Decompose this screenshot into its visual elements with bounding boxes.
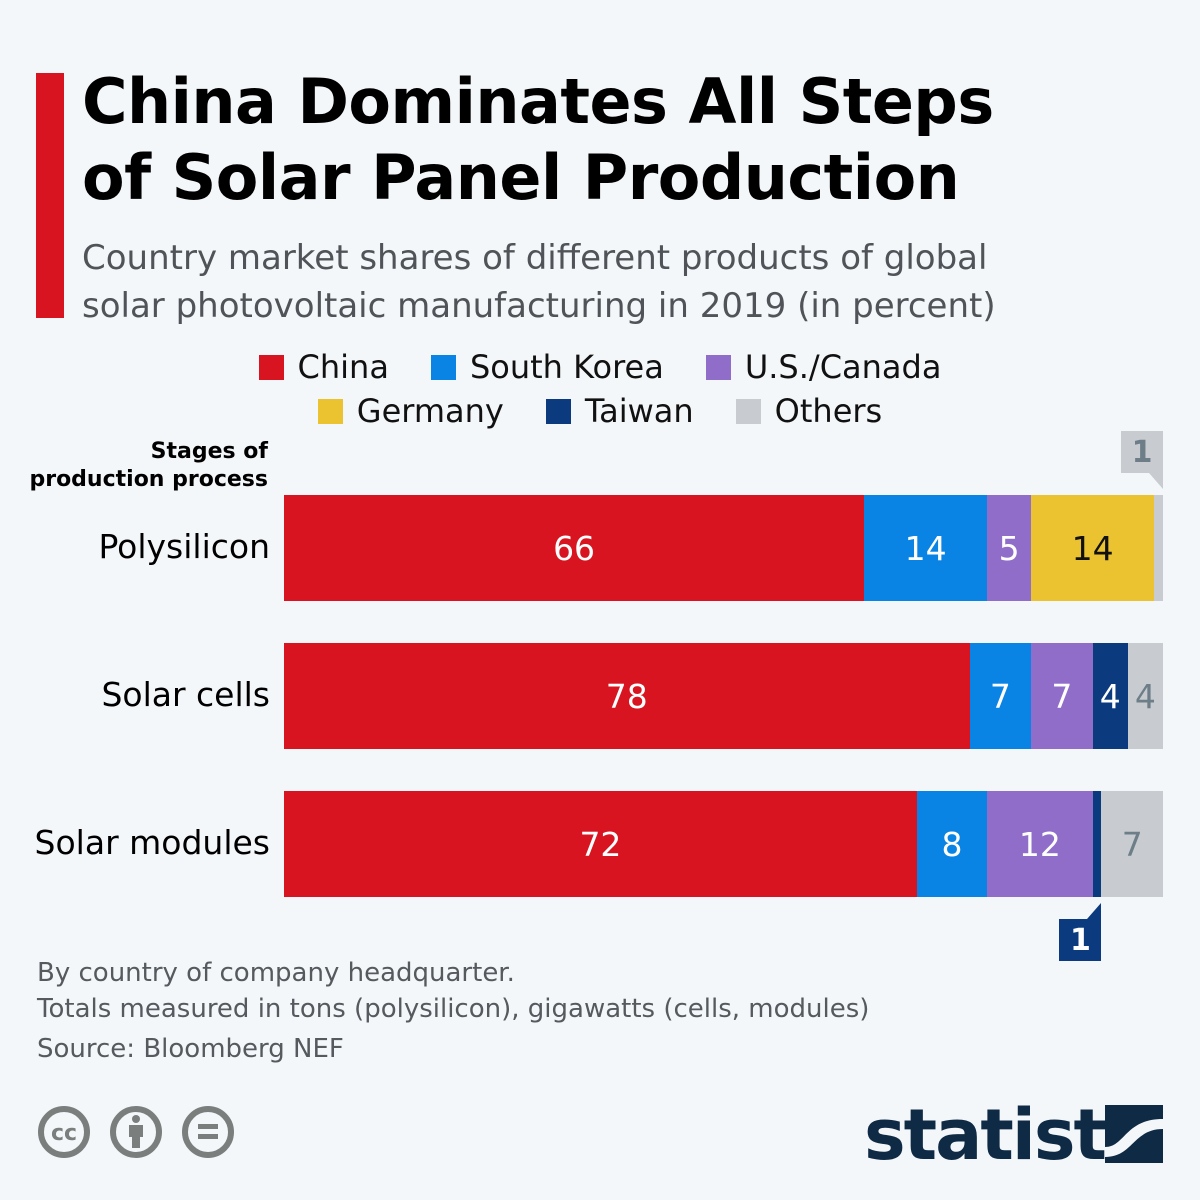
bar-u-s-canada: 12 — [987, 791, 1093, 897]
category-label: Solar cells — [101, 675, 270, 714]
statista-logo[interactable]: statista — [864, 1100, 1152, 1170]
legend-swatch — [735, 398, 761, 424]
legend-item-china: China — [258, 348, 389, 386]
cc-icon[interactable]: cc — [37, 1105, 91, 1159]
bar-others: 4 — [1127, 643, 1163, 749]
legend-label: South Korea — [469, 348, 664, 386]
bar-u-s-canada: 7 — [1031, 643, 1093, 749]
legend-swatch — [545, 398, 571, 424]
legend: Germany Taiwan Others — [0, 392, 1200, 430]
legend-item-u-s-canada: U.S./Canada — [705, 348, 942, 386]
legend: China South Korea U.S./Canada — [0, 348, 1200, 386]
bar-south-korea: 8 — [916, 791, 988, 897]
legend-label: Others — [774, 392, 883, 430]
legend-item-germany: Germany — [317, 392, 504, 430]
statista-logo-icon — [1105, 1105, 1163, 1163]
category-label: Polysilicon — [98, 527, 270, 566]
bar-taiwan — [1092, 791, 1102, 897]
axis-title-line: Stages of — [150, 439, 268, 464]
legend-label: Germany — [356, 392, 504, 430]
bar-china: 72 — [284, 791, 917, 897]
subtitle-line: solar photovoltaic manufacturing in 2019… — [82, 286, 996, 326]
data-label-callout: 1 — [1121, 431, 1163, 473]
legend-label: China — [297, 348, 389, 386]
data-label-callout: 1 — [1059, 919, 1102, 961]
chart-title: China Dominates All Steps of Solar Panel… — [82, 64, 994, 216]
legend-item-others: Others — [735, 392, 883, 430]
legend-item-south-korea: South Korea — [430, 348, 664, 386]
note: By country of company headquarter. — [37, 958, 515, 988]
bar-others — [1154, 495, 1163, 601]
bar-china: 66 — [284, 495, 865, 601]
callout-pointer — [1087, 903, 1102, 919]
title-line: China Dominates All Steps — [82, 65, 994, 138]
subtitle-line: Country market shares of different produ… — [82, 238, 988, 278]
axis-title-line: production process — [29, 467, 268, 492]
source: Source: Bloomberg NEF — [37, 1034, 344, 1064]
bar-south-korea: 14 — [864, 495, 988, 601]
bar-germany: 14 — [1031, 495, 1155, 601]
legend-swatch — [430, 354, 456, 380]
callout-pointer — [1149, 473, 1163, 489]
axis-title: Stages of production process — [29, 438, 268, 494]
svg-text:cc: cc — [51, 1121, 77, 1146]
bar-taiwan: 4 — [1092, 643, 1128, 749]
category-label: Solar modules — [34, 823, 270, 862]
logo-text: statista — [864, 1094, 1152, 1176]
legend-label: Taiwan — [584, 392, 694, 430]
legend-swatch — [317, 398, 343, 424]
legend-swatch — [258, 354, 284, 380]
accent-bar — [36, 73, 64, 318]
bar-south-korea: 7 — [969, 643, 1032, 749]
legend-item-taiwan: Taiwan — [545, 392, 694, 430]
bar-others: 7 — [1101, 791, 1163, 897]
legend-swatch — [705, 354, 731, 380]
by-icon[interactable] — [109, 1105, 163, 1159]
chart-subtitle: Country market shares of different produ… — [82, 234, 996, 330]
note: Totals measured in tons (polysilicon), g… — [37, 994, 870, 1024]
legend-label: U.S./Canada — [744, 348, 942, 386]
nd-icon[interactable] — [181, 1105, 235, 1159]
title-line: of Solar Panel Production — [82, 141, 960, 214]
bar-u-s-canada: 5 — [987, 495, 1032, 601]
footnotes: By country of company headquarter. Total… — [37, 955, 869, 1027]
bar-china: 78 — [284, 643, 970, 749]
